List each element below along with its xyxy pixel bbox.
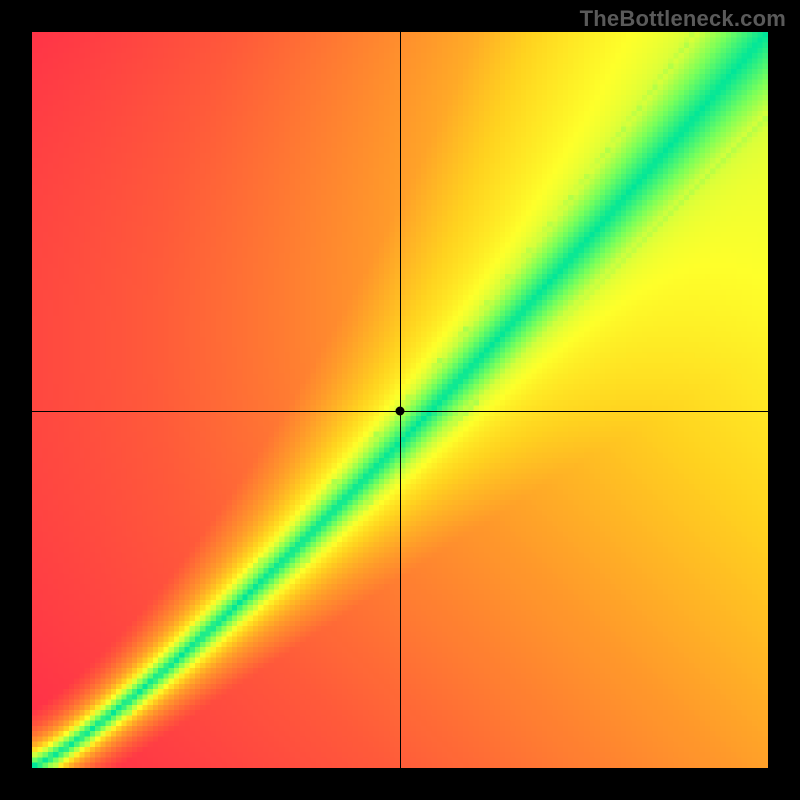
watermark: TheBottleneck.com (580, 6, 786, 32)
crosshair-vertical (400, 32, 401, 768)
intersection-dot (396, 407, 405, 416)
plot-area (32, 32, 768, 768)
